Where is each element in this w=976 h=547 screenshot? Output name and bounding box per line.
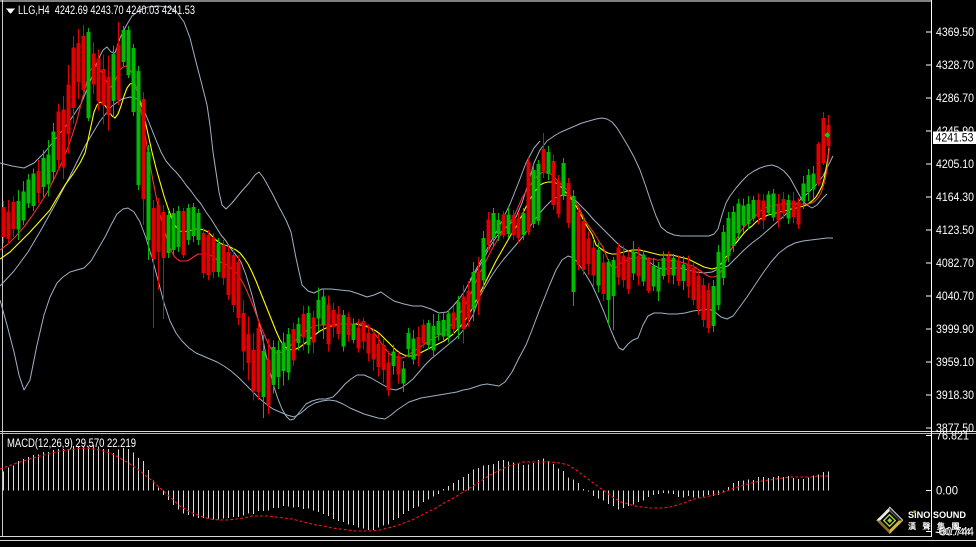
svg-text:0.00: 0.00	[936, 486, 958, 498]
svg-text:3999.90: 3999.90	[936, 324, 974, 336]
svg-text:4123.50: 4123.50	[936, 225, 974, 237]
svg-text:LLG,H4 4242.69 4243.70 4240.0: LLG,H4 4242.69 4243.70 4240.03 4241.53	[18, 5, 195, 17]
svg-text:4205.10: 4205.10	[936, 159, 974, 171]
svg-text:4040.70: 4040.70	[936, 291, 974, 303]
svg-text:4286.70: 4286.70	[936, 93, 974, 105]
svg-text:漢聲集團: 漢聲集團	[908, 521, 966, 531]
svg-text:4328.70: 4328.70	[936, 60, 974, 72]
svg-text:4241.53: 4241.53	[936, 133, 974, 145]
svg-text:-60.744: -60.744	[936, 527, 975, 539]
svg-text:4369.50: 4369.50	[936, 27, 974, 39]
svg-text:3959.10: 3959.10	[936, 357, 974, 369]
svg-text:76.821: 76.821	[936, 431, 969, 443]
svg-text:-60.744: -60.744	[935, 526, 971, 538]
svg-text:4164.30: 4164.30	[936, 192, 974, 204]
svg-text:3918.30: 3918.30	[936, 390, 974, 402]
svg-text:4082.70: 4082.70	[936, 258, 974, 270]
svg-text:3877.50: 3877.50	[936, 423, 974, 435]
svg-text:MACD(12,26,9) 29.570 22.219: MACD(12,26,9) 29.570 22.219	[7, 438, 136, 450]
svg-text:SiNO SOUND: SiNO SOUND	[908, 510, 966, 521]
